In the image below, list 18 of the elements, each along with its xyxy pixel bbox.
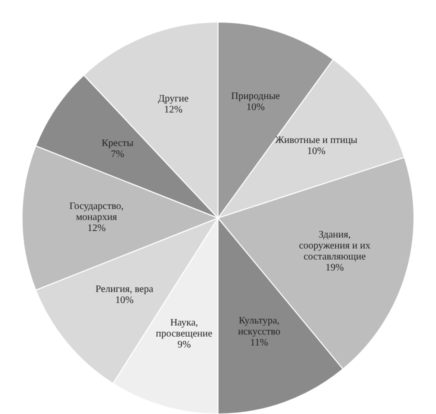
data-label: 7% — [110, 149, 124, 160]
data-label: 10% — [115, 295, 134, 306]
slice-label: Другие — [158, 94, 190, 105]
slice-label: Животные и птицы — [275, 135, 358, 146]
data-label: 10% — [307, 146, 326, 158]
data-label: 9% — [177, 340, 191, 351]
slice-label: Здания, сооружения и их составляющие — [298, 230, 370, 263]
slice-label: Государство, монархия — [69, 201, 124, 224]
slice-label: Наука, просвещение — [156, 318, 213, 340]
data-label: 19% — [326, 262, 344, 274]
data-label: 12% — [164, 104, 182, 116]
slice-label: Кресты — [102, 138, 134, 150]
slice-label: Религия, вера — [95, 284, 154, 296]
data-label: 11% — [250, 338, 268, 349]
data-label: 10% — [246, 102, 265, 114]
slice-label: Культура, искусство — [238, 316, 280, 338]
slice-label: Природные — [231, 91, 281, 102]
data-label: 12% — [87, 223, 106, 234]
